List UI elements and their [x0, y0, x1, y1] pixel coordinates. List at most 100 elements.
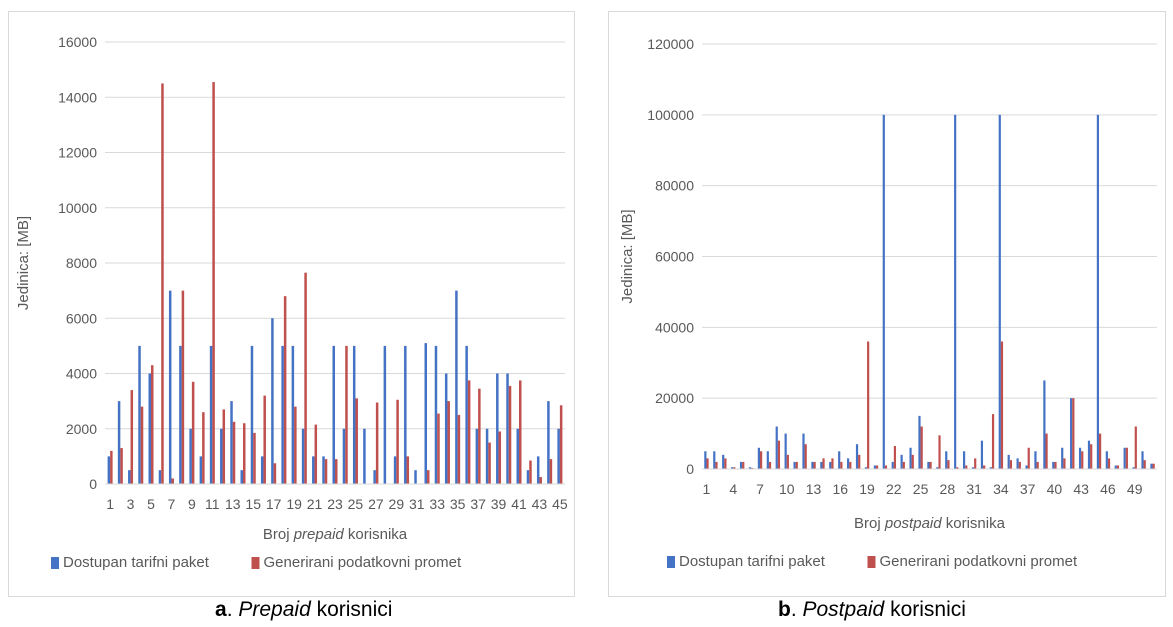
bar — [715, 461, 718, 469]
bar — [864, 467, 868, 469]
x-tick-label: 5 — [147, 496, 155, 512]
legend-swatch — [51, 557, 59, 569]
bar — [130, 390, 134, 484]
bar — [927, 461, 930, 469]
x-axis-title: Broj postpaid korisnika — [854, 515, 1006, 532]
bar — [444, 373, 448, 484]
y-tick-label: 100000 — [647, 107, 694, 123]
bar — [322, 456, 325, 484]
bar — [947, 460, 950, 469]
bar — [795, 461, 798, 469]
legend-label: Dostupan tarifni paket — [63, 554, 210, 571]
bar — [243, 423, 246, 484]
x-tick-label: 49 — [1127, 481, 1143, 497]
bar — [191, 381, 195, 484]
bar — [1116, 465, 1120, 469]
bar — [559, 405, 563, 484]
y-tick-label: 0 — [89, 476, 97, 492]
y-tick-label: 60000 — [655, 249, 694, 265]
x-tick-label: 31 — [409, 496, 425, 512]
bar — [355, 398, 358, 484]
bar — [929, 461, 932, 469]
bar — [314, 424, 318, 484]
y-tick-label: 8000 — [66, 255, 97, 271]
bar — [1007, 454, 1010, 469]
bar — [324, 459, 328, 484]
bar — [271, 318, 274, 484]
bar — [342, 428, 346, 484]
x-tick-label: 15 — [245, 496, 261, 512]
bar — [209, 345, 213, 484]
bar — [465, 345, 468, 484]
bar — [1016, 458, 1019, 469]
bar — [1000, 341, 1004, 469]
y-tick-label: 40000 — [655, 319, 694, 335]
y-tick-label: 0 — [686, 461, 694, 477]
bar — [547, 401, 550, 484]
bar — [775, 426, 778, 469]
bar — [704, 451, 707, 469]
bar — [757, 447, 760, 469]
bar — [945, 451, 948, 469]
x-tick-label: 37 — [1020, 481, 1036, 497]
bar — [375, 402, 379, 484]
bar — [516, 428, 519, 484]
bar — [273, 463, 277, 484]
bar — [437, 413, 440, 484]
chart-postpaid: 0 20000 40000 60000 80000 100000 120000 1 4 7 10 13… — [619, 36, 1157, 570]
bar — [230, 401, 233, 484]
bar — [498, 431, 502, 484]
bar — [884, 465, 888, 469]
x-tick-label: 3 — [127, 496, 135, 512]
x-tick-label: 11 — [205, 496, 220, 512]
bar — [1018, 461, 1021, 469]
caption-letter: b — [778, 598, 791, 621]
caption-separator: . — [226, 598, 239, 621]
x-tick-label: 19 — [859, 481, 875, 497]
bar — [212, 82, 215, 485]
bar — [713, 451, 716, 469]
x-tick-label: 41 — [511, 496, 527, 512]
x-axis-title-part: Broj — [854, 515, 885, 532]
bar — [539, 477, 542, 484]
bar — [1034, 451, 1037, 469]
bar — [373, 470, 376, 484]
y-tick-label: 10000 — [58, 200, 97, 216]
bar — [404, 345, 407, 484]
bar — [434, 345, 438, 484]
legend-label: Dostupan tarifni paket — [679, 553, 826, 570]
bar — [332, 345, 335, 484]
bar — [731, 467, 734, 469]
bar — [488, 442, 491, 484]
bar — [222, 409, 226, 484]
caption-postpaid: b. Postpaid korisnici — [778, 598, 966, 622]
x-tick-label: 31 — [966, 481, 982, 497]
bar — [253, 432, 256, 484]
legend-swatch — [867, 556, 876, 568]
bar — [496, 373, 499, 484]
x-tick-label: 21 — [307, 496, 323, 512]
bar — [557, 428, 560, 484]
bar — [936, 467, 939, 469]
x-tick-label: 34 — [993, 481, 1009, 497]
x-tick-label: 22 — [886, 481, 902, 497]
caption-italic: Postpaid — [802, 598, 885, 621]
x-tick-label: 4 — [729, 481, 737, 497]
x-tick-label: 25 — [348, 496, 364, 512]
bar — [1061, 447, 1064, 469]
y-tick-label: 20000 — [655, 390, 694, 406]
x-tick-label: 10 — [779, 481, 795, 497]
bar — [128, 470, 131, 484]
x-tick-label: 1 — [703, 481, 711, 497]
caption-prepaid: a. Prepaid korisnici — [215, 598, 392, 622]
bar — [706, 458, 709, 469]
bar — [980, 440, 984, 469]
bar — [855, 444, 859, 469]
legend-swatch — [667, 556, 675, 568]
bar — [1036, 461, 1039, 469]
bar — [974, 458, 977, 469]
bar — [383, 345, 387, 484]
bar — [1123, 447, 1126, 469]
bar — [526, 470, 530, 484]
